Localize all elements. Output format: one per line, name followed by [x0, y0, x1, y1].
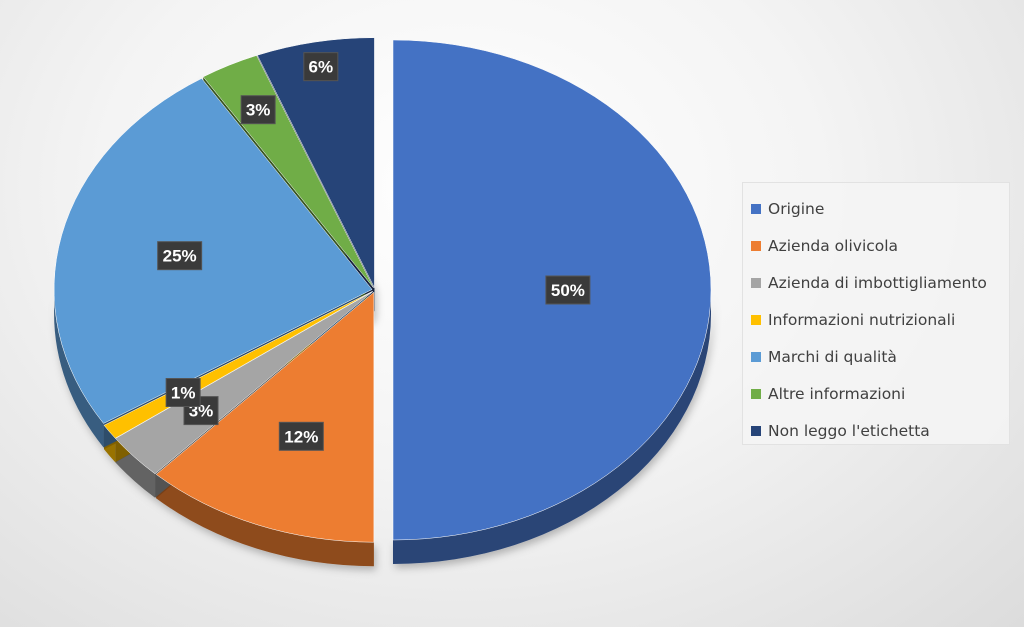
legend-label: Azienda di imbottigliamento [768, 273, 987, 292]
legend-item-altre-informazioni: Altre informazioni [751, 375, 1009, 412]
slice-1 [155, 291, 375, 543]
slice-2 [115, 291, 373, 475]
data-label-box [157, 241, 203, 271]
data-label-box [240, 95, 276, 125]
legend-label: Altre informazioni [768, 384, 906, 403]
slice-side [156, 474, 374, 567]
legend-label: Marchi di qualità [768, 347, 897, 366]
data-label-box [545, 275, 591, 305]
data-label: 6% [309, 58, 334, 77]
data-label: 50% [551, 281, 585, 300]
data-label-box [278, 421, 324, 451]
legend-item-non-leggo: Non leggo l'etichetta [751, 412, 1009, 449]
slice-side [54, 289, 104, 448]
data-label-box [303, 52, 339, 82]
pie-tops [53, 37, 712, 543]
legend-item-marchi-qualita: Marchi di qualità [751, 338, 1009, 375]
slice-side [393, 290, 711, 564]
legend-swatch [751, 425, 761, 436]
slice-4 [53, 78, 373, 424]
legend-item-azienda-imbottigliamento: Azienda di imbottigliamento [751, 264, 1009, 301]
legend-swatch [751, 203, 761, 214]
legend-swatch [751, 388, 761, 399]
legend-item-origine: Origine [751, 190, 1009, 227]
legend-swatch [751, 240, 761, 251]
legend-label: Azienda olivicola [768, 236, 899, 255]
legend-item-informazioni-nutrizionali: Informazioni nutrizionali [751, 301, 1009, 338]
legend-label: Origine [768, 199, 825, 218]
legend-label: Non leggo l'etichetta [768, 421, 930, 440]
data-label: 1% [171, 384, 196, 403]
data-label: 12% [284, 427, 318, 446]
legend-swatch [751, 351, 761, 362]
legend-item-azienda-olivicola: Azienda olivicola [751, 227, 1009, 264]
legend-label: Informazioni nutrizionali [768, 310, 956, 329]
data-labels: 50%12%3%1%25%3%6% [157, 52, 591, 451]
slice-6 [257, 37, 375, 288]
legend-swatch [751, 277, 761, 288]
data-label: 3% [246, 101, 271, 120]
legend-swatch [751, 314, 761, 325]
data-label: 25% [163, 247, 197, 266]
data-label-box [165, 378, 201, 408]
legend: Origine Azienda olivicola Azienda di imb… [742, 182, 1010, 445]
